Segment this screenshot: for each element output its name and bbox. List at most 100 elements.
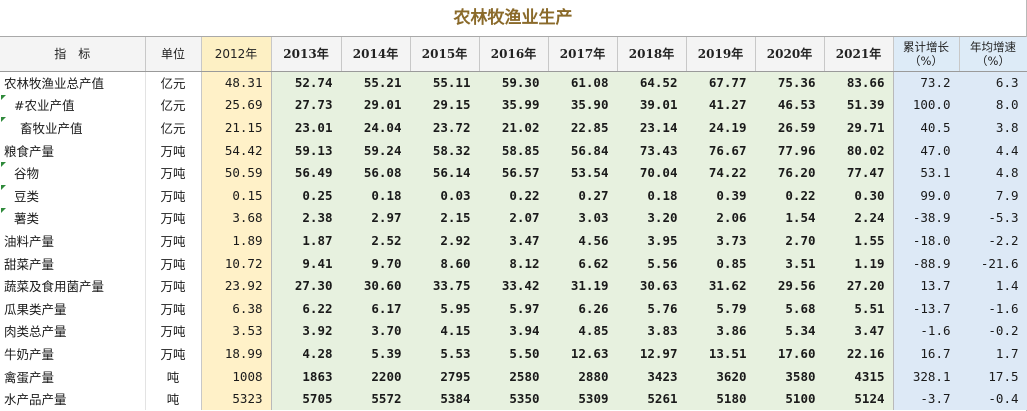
cell-year-value[interactable]: 23.92 <box>201 274 272 297</box>
cell-year-value[interactable]: 29.56 <box>755 274 825 297</box>
cell-year-value[interactable]: 76.20 <box>755 161 825 184</box>
cell-cumulative-growth[interactable]: -1.6 <box>892 319 960 343</box>
cell-year-value[interactable]: 5.76 <box>617 296 687 320</box>
cell-year-value[interactable]: 3.20 <box>617 206 687 230</box>
cell-year-value[interactable]: 5261 <box>617 387 687 410</box>
cell-year-value[interactable]: 1.19 <box>824 251 894 275</box>
cell-unit[interactable]: 万吨 <box>145 251 202 275</box>
header-year-2012[interactable]: 2012年 <box>201 37 272 72</box>
header-year-2017[interactable]: 2017年 <box>548 37 618 72</box>
cell-year-value[interactable]: 2.97 <box>341 206 411 230</box>
cell-indicator[interactable]: 农林牧渔业总产值 <box>0 71 146 94</box>
cell-year-value[interactable]: 21.02 <box>479 116 549 139</box>
cell-year-value[interactable]: 3.53 <box>201 319 272 343</box>
cell-year-value[interactable]: 0.39 <box>686 183 756 207</box>
cell-year-value[interactable]: 2580 <box>479 364 549 388</box>
cell-average-growth[interactable]: 8.0 <box>959 93 1027 117</box>
cell-year-value[interactable]: 5384 <box>410 387 480 410</box>
cell-indicator[interactable]: 畜牧业产值 <box>0 116 146 139</box>
cell-year-value[interactable]: 29.15 <box>410 93 480 117</box>
cell-year-value[interactable]: 59.13 <box>271 138 342 162</box>
cell-year-value[interactable]: 3423 <box>617 364 687 388</box>
cell-cumulative-growth[interactable]: 328.1 <box>892 364 960 388</box>
cell-indicator[interactable]: 甜菜产量 <box>0 251 146 275</box>
header-average-growth[interactable]: 年均增速 （%） <box>959 37 1027 72</box>
cell-cumulative-growth[interactable]: -18.0 <box>892 229 960 252</box>
cell-year-value[interactable]: 3.92 <box>271 319 342 343</box>
cell-year-value[interactable]: 2880 <box>548 364 618 388</box>
cell-year-value[interactable]: 46.53 <box>755 93 825 117</box>
cell-average-growth[interactable]: -0.2 <box>959 319 1027 343</box>
cell-year-value[interactable]: 23.14 <box>617 116 687 139</box>
cell-year-value[interactable]: 2.52 <box>341 229 411 252</box>
cell-year-value[interactable]: 23.72 <box>410 116 480 139</box>
cell-average-growth[interactable]: -1.6 <box>959 296 1027 320</box>
cell-cumulative-growth[interactable]: -13.7 <box>892 296 960 320</box>
cell-year-value[interactable]: 67.77 <box>686 71 756 94</box>
cell-year-value[interactable]: 61.08 <box>548 71 618 94</box>
cell-unit[interactable]: 亿元 <box>145 116 202 139</box>
cell-year-value[interactable]: 5.53 <box>410 342 480 365</box>
cell-year-value[interactable]: 3580 <box>755 364 825 388</box>
cell-year-value[interactable]: 1008 <box>201 364 272 388</box>
cell-year-value[interactable]: 8.12 <box>479 251 549 275</box>
cell-year-value[interactable]: 55.21 <box>341 71 411 94</box>
cell-unit[interactable]: 万吨 <box>145 138 202 162</box>
cell-year-value[interactable]: 2.92 <box>410 229 480 252</box>
cell-year-value[interactable]: 2795 <box>410 364 480 388</box>
cell-year-value[interactable]: 5309 <box>548 387 618 410</box>
header-year-2015[interactable]: 2015年 <box>410 37 480 72</box>
cell-year-value[interactable]: 26.59 <box>755 116 825 139</box>
cell-year-value[interactable]: 3.95 <box>617 229 687 252</box>
cell-year-value[interactable]: 25.69 <box>201 93 272 117</box>
header-year-2016[interactable]: 2016年 <box>479 37 549 72</box>
cell-indicator[interactable]: 肉类总产量 <box>0 319 146 343</box>
cell-year-value[interactable]: 2.70 <box>755 229 825 252</box>
cell-year-value[interactable]: 2.06 <box>686 206 756 230</box>
cell-year-value[interactable]: 75.36 <box>755 71 825 94</box>
cell-average-growth[interactable]: -2.2 <box>959 229 1027 252</box>
cell-year-value[interactable]: 33.42 <box>479 274 549 297</box>
cell-average-growth[interactable]: 6.3 <box>959 71 1027 94</box>
cell-year-value[interactable]: 80.02 <box>824 138 894 162</box>
cell-year-value[interactable]: 24.19 <box>686 116 756 139</box>
cell-year-value[interactable]: 3.47 <box>479 229 549 252</box>
cell-year-value[interactable]: 6.62 <box>548 251 618 275</box>
cell-year-value[interactable]: 50.59 <box>201 161 272 184</box>
cell-year-value[interactable]: 1.55 <box>824 229 894 252</box>
cell-year-value[interactable]: 55.11 <box>410 71 480 94</box>
cell-year-value[interactable]: 10.72 <box>201 251 272 275</box>
cell-year-value[interactable]: 5.34 <box>755 319 825 343</box>
cell-year-value[interactable]: 5323 <box>201 387 272 410</box>
cell-year-value[interactable]: 9.70 <box>341 251 411 275</box>
cell-cumulative-growth[interactable]: 73.2 <box>892 71 960 94</box>
cell-year-value[interactable]: 83.66 <box>824 71 894 94</box>
cell-indicator[interactable]: #农业产值 <box>0 93 146 117</box>
cell-year-value[interactable]: 1.87 <box>271 229 342 252</box>
cell-year-value[interactable]: 56.14 <box>410 161 480 184</box>
cell-year-value[interactable]: 5100 <box>755 387 825 410</box>
cell-average-growth[interactable]: 1.4 <box>959 274 1027 297</box>
cell-year-value[interactable]: 27.30 <box>271 274 342 297</box>
cell-year-value[interactable]: 0.25 <box>271 183 342 207</box>
cell-year-value[interactable]: 35.99 <box>479 93 549 117</box>
cell-year-value[interactable]: 56.49 <box>271 161 342 184</box>
cell-cumulative-growth[interactable]: 40.5 <box>892 116 960 139</box>
cell-cumulative-growth[interactable]: 100.0 <box>892 93 960 117</box>
cell-year-value[interactable]: 18.99 <box>201 342 272 365</box>
cell-year-value[interactable]: 29.71 <box>824 116 894 139</box>
cell-year-value[interactable]: 5.50 <box>479 342 549 365</box>
cell-year-value[interactable]: 0.18 <box>617 183 687 207</box>
cell-year-value[interactable]: 0.30 <box>824 183 894 207</box>
cell-year-value[interactable]: 59.30 <box>479 71 549 94</box>
cell-year-value[interactable]: 48.31 <box>201 71 272 94</box>
cell-year-value[interactable]: 1863 <box>271 364 342 388</box>
cell-year-value[interactable]: 0.22 <box>479 183 549 207</box>
cell-year-value[interactable]: 8.60 <box>410 251 480 275</box>
cell-year-value[interactable]: 6.22 <box>271 296 342 320</box>
cell-year-value[interactable]: 9.41 <box>271 251 342 275</box>
cell-indicator[interactable]: 瓜果类产量 <box>0 296 146 320</box>
cell-year-value[interactable]: 74.22 <box>686 161 756 184</box>
cell-year-value[interactable]: 70.04 <box>617 161 687 184</box>
cell-year-value[interactable]: 13.51 <box>686 342 756 365</box>
